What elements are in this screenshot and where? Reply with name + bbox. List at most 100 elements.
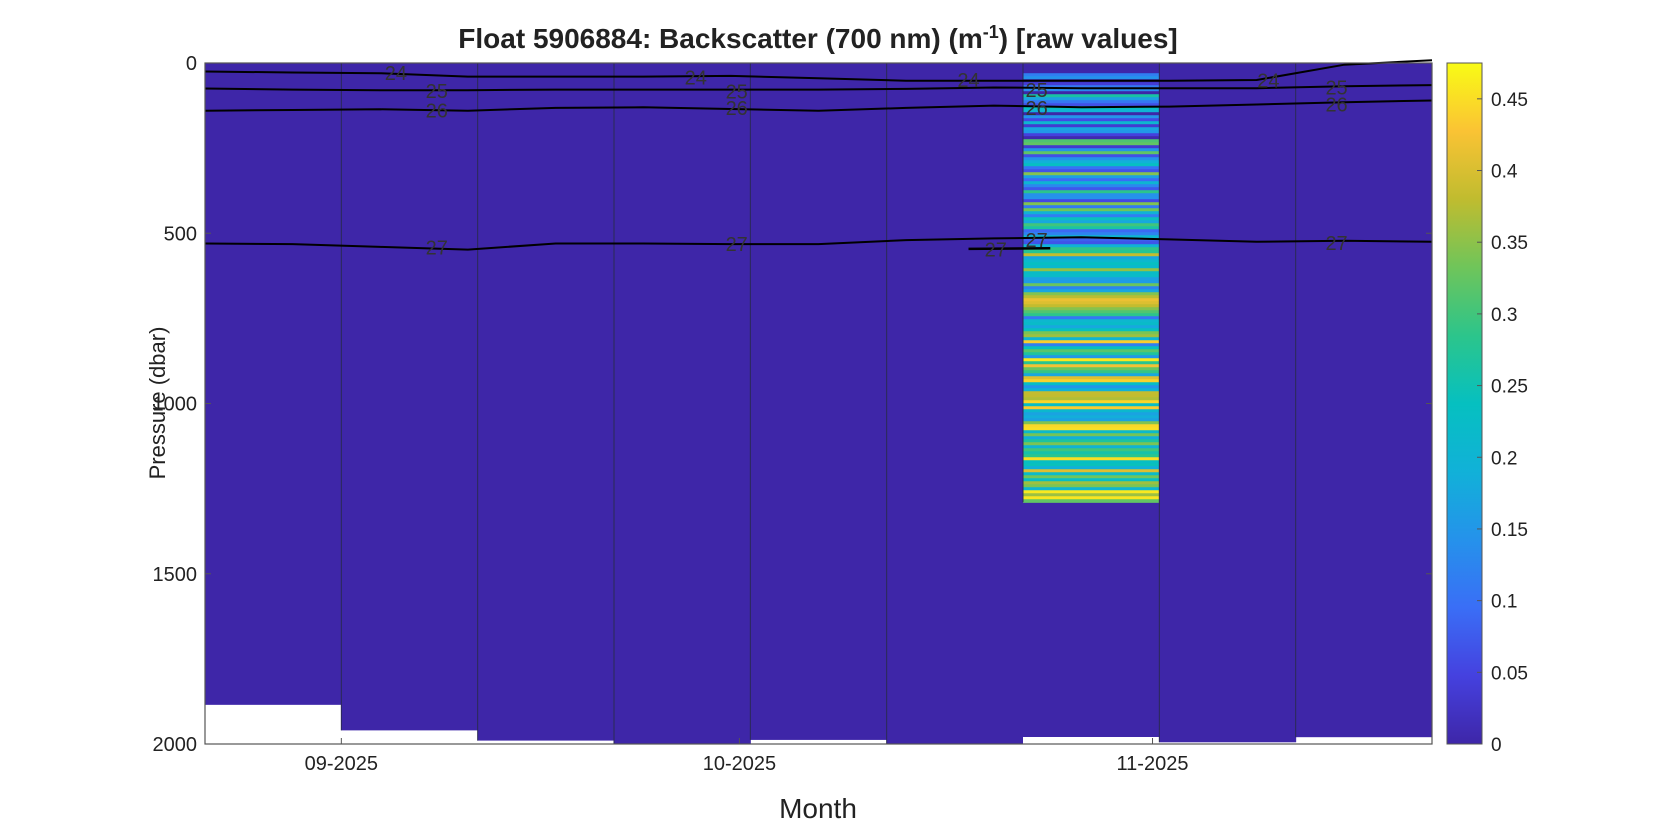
contour-label: 27: [1325, 233, 1347, 255]
profile-stripe: [1023, 349, 1160, 353]
profile-stripe: [1023, 394, 1160, 398]
profile-stripe: [1023, 214, 1160, 218]
profile-gap: [1023, 737, 1160, 744]
profile-stripe: [1023, 295, 1160, 299]
profile-stripe: [1023, 109, 1160, 113]
profile-column: [1295, 63, 1433, 738]
profile-column: [341, 63, 479, 731]
profile-stripe: [1023, 328, 1160, 332]
profile-stripe: [1023, 265, 1160, 269]
profile-stripe: [1023, 217, 1160, 221]
profile-stripe: [1023, 172, 1160, 176]
contour-label: 24: [1257, 71, 1279, 93]
colorbar-tick-label: 0.45: [1491, 90, 1528, 111]
profile-stripe: [1023, 115, 1160, 119]
colorbar-tick-label: 0.4: [1491, 162, 1518, 183]
profile-stripe: [1023, 256, 1160, 260]
contour-line: [204, 84, 1433, 92]
profile-stripe: [1023, 208, 1160, 212]
profile-stripe: [1023, 127, 1160, 131]
colorbar: 0 0.05 0.1 0.15 0.2 0.25 0.3 0.35 0.4 0.45: [1446, 62, 1528, 756]
profile-stripe: [1023, 439, 1160, 443]
profile-stripe: [1023, 247, 1160, 251]
x-tick-label: 09-2025: [305, 753, 378, 775]
profile-stripe: [1023, 307, 1160, 311]
profile-stripe: [1023, 445, 1160, 449]
profile-stripe: [1023, 316, 1160, 320]
profile-stripe: [1023, 454, 1160, 458]
profile-stripe: [1023, 292, 1160, 296]
profile-stripe: [1023, 142, 1160, 146]
contour-label: 25: [1325, 78, 1347, 100]
profile-stripe: [1023, 136, 1160, 140]
profile-stripe: [1023, 313, 1160, 317]
profile-stripe: [1023, 460, 1160, 464]
profile-stripe: [1023, 412, 1160, 416]
profile-stripe: [1023, 238, 1160, 242]
profile-stripe: [1023, 88, 1160, 92]
profile-stripe: [1023, 466, 1160, 470]
profile-stripe: [1023, 472, 1160, 476]
x-tick-label: 11-2025: [1117, 753, 1189, 775]
profile-stripe: [1023, 163, 1160, 167]
profile-stripe: [1023, 496, 1160, 500]
profile-stripe: [1023, 145, 1160, 149]
profile-stripe: [1023, 385, 1160, 389]
contour-label: 27: [1026, 230, 1048, 252]
colorbar-tick-label: 0.25: [1491, 377, 1528, 398]
profile-stripe: [1023, 190, 1160, 194]
contour-label: 26: [426, 101, 448, 123]
colorbar-tick-label: 0.05: [1491, 663, 1528, 684]
profile-column-noisy: [1023, 73, 1160, 503]
x-axis-label: Month: [779, 793, 857, 824]
profile-stripe: [1023, 358, 1160, 362]
profile-stripe: [1023, 319, 1160, 323]
profile-stripe: [1023, 241, 1160, 245]
profile-stripe: [1023, 331, 1160, 335]
profile-stripe: [1023, 100, 1160, 104]
profile-stripe: [1023, 403, 1160, 407]
profile-stripe: [1023, 199, 1160, 203]
profile-stripe: [1023, 430, 1160, 434]
profile-stripe: [1023, 409, 1160, 413]
profile-stripe: [1023, 250, 1160, 254]
profile-stripe: [1023, 118, 1160, 122]
contour-label: 25: [1026, 80, 1048, 102]
y-axis-label: Pressure (dbar): [145, 327, 170, 480]
profile-stripe: [1023, 310, 1160, 314]
profile-stripe: [1023, 91, 1160, 95]
profile-stripe: [1023, 340, 1160, 344]
profile-stripe: [1023, 346, 1160, 350]
contour-label: 25: [426, 81, 448, 103]
profile-stripe: [1023, 415, 1160, 419]
profile-stripe: [1023, 130, 1160, 134]
profile-stripe: [1023, 76, 1160, 80]
y-tick-label: 500: [164, 223, 197, 245]
profile-stripe: [1023, 382, 1160, 386]
profile-stripe: [1023, 232, 1160, 236]
profile-stripe: [1023, 325, 1160, 329]
colorbar-tick-label: 0: [1491, 735, 1502, 756]
profile-stripe: [1023, 481, 1160, 485]
profile-stripe: [1023, 436, 1160, 440]
profile-stripe: [1023, 139, 1160, 143]
profile-stripe: [1023, 154, 1160, 158]
profile-stripe: [1023, 352, 1160, 356]
profile-stripe: [1023, 112, 1160, 116]
profile-stripe: [1023, 268, 1160, 272]
profile-stripe: [1023, 196, 1160, 200]
profile-stripe: [1023, 166, 1160, 170]
profile-stripe: [1023, 424, 1160, 428]
profile-stripe: [1023, 490, 1160, 494]
profile-stripe: [1023, 367, 1160, 371]
y-tick-label: 2000: [153, 734, 198, 756]
profile-stripe: [1023, 193, 1160, 197]
profile-stripe: [1023, 448, 1160, 452]
profile-stripe: [1023, 277, 1160, 281]
profile-stripe: [1023, 148, 1160, 152]
profile-stripe: [1023, 178, 1160, 182]
y-tick-label: 1000: [153, 394, 198, 416]
profile-stripe: [1023, 487, 1160, 491]
